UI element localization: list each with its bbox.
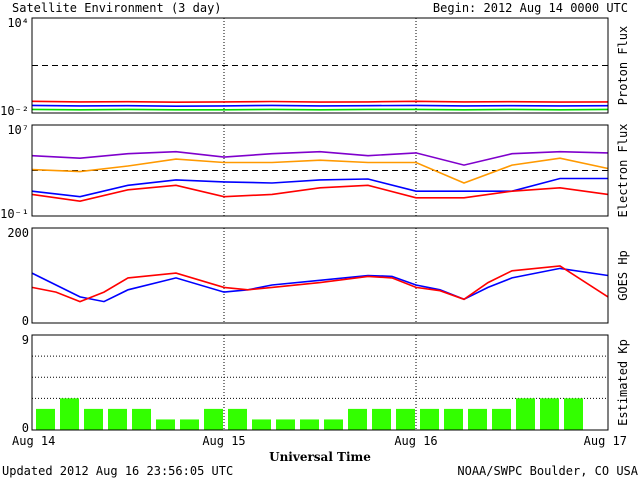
kp-bar xyxy=(396,408,415,430)
kp-bar xyxy=(492,408,511,430)
y-tick-label: 10⁻¹ xyxy=(0,207,29,221)
x-axis-title: Universal Time xyxy=(269,450,371,464)
kp-bar xyxy=(540,398,559,430)
series-line xyxy=(31,267,609,303)
kp-bar xyxy=(372,408,391,430)
kp-bar xyxy=(84,408,103,430)
credit-text: NOAA/SWPC Boulder, CO USA xyxy=(457,464,638,478)
kp-bar xyxy=(348,408,367,430)
series-line xyxy=(31,184,609,203)
x-tick-label: Aug 16 xyxy=(394,434,437,448)
kp-bar xyxy=(468,408,487,430)
kp-bar xyxy=(420,408,439,430)
panel-frame xyxy=(31,227,609,324)
kp-bar xyxy=(252,419,271,430)
kp-bar xyxy=(564,398,583,430)
updated-timestamp: Updated 2012 Aug 16 23:56:05 UTC xyxy=(2,464,234,478)
x-tick-label: Aug 14 xyxy=(12,434,55,448)
kp-bar xyxy=(132,408,151,430)
panel-y-label: Electron Flux xyxy=(616,124,630,218)
y-tick-label: 200 xyxy=(7,226,29,240)
kp-bar xyxy=(156,419,175,430)
series-line xyxy=(31,157,609,184)
kp-bar xyxy=(108,408,127,430)
y-tick-label: 0 xyxy=(22,314,29,328)
kp-bar xyxy=(36,408,55,430)
kp-bar xyxy=(276,419,295,430)
y-tick-label: 10⁴ xyxy=(7,16,29,30)
begin-timestamp: Begin: 2012 Aug 14 0000 UTC xyxy=(432,1,628,15)
kp-bar xyxy=(300,419,319,430)
kp-bar xyxy=(204,408,223,430)
kp-bar xyxy=(180,419,199,430)
x-tick-label: Aug 15 xyxy=(202,434,245,448)
panel-y-label: Proton Flux xyxy=(616,26,630,105)
chart-title: Satellite Environment (3 day) xyxy=(12,1,222,15)
series-line xyxy=(31,265,609,303)
y-tick-label: 10⁻² xyxy=(0,104,29,118)
kp-bar xyxy=(228,408,247,430)
panel-frame xyxy=(31,334,609,431)
panel-frame xyxy=(31,124,609,217)
kp-bar xyxy=(516,398,535,430)
y-tick-label: 10⁷ xyxy=(7,123,29,137)
x-tick-label: Aug 17 xyxy=(584,434,627,448)
y-tick-label: 0 xyxy=(22,421,29,435)
kp-bar xyxy=(60,398,79,430)
panel-frame xyxy=(31,17,609,114)
panel-y-label: GOES Hp xyxy=(616,250,630,301)
panel-y-label: Estimated Kp xyxy=(616,339,630,426)
kp-bar xyxy=(444,408,463,430)
series-line xyxy=(31,104,609,108)
series-line xyxy=(31,150,609,166)
series-line xyxy=(31,100,609,104)
y-tick-label: 9 xyxy=(22,333,29,347)
kp-bar xyxy=(324,419,343,430)
